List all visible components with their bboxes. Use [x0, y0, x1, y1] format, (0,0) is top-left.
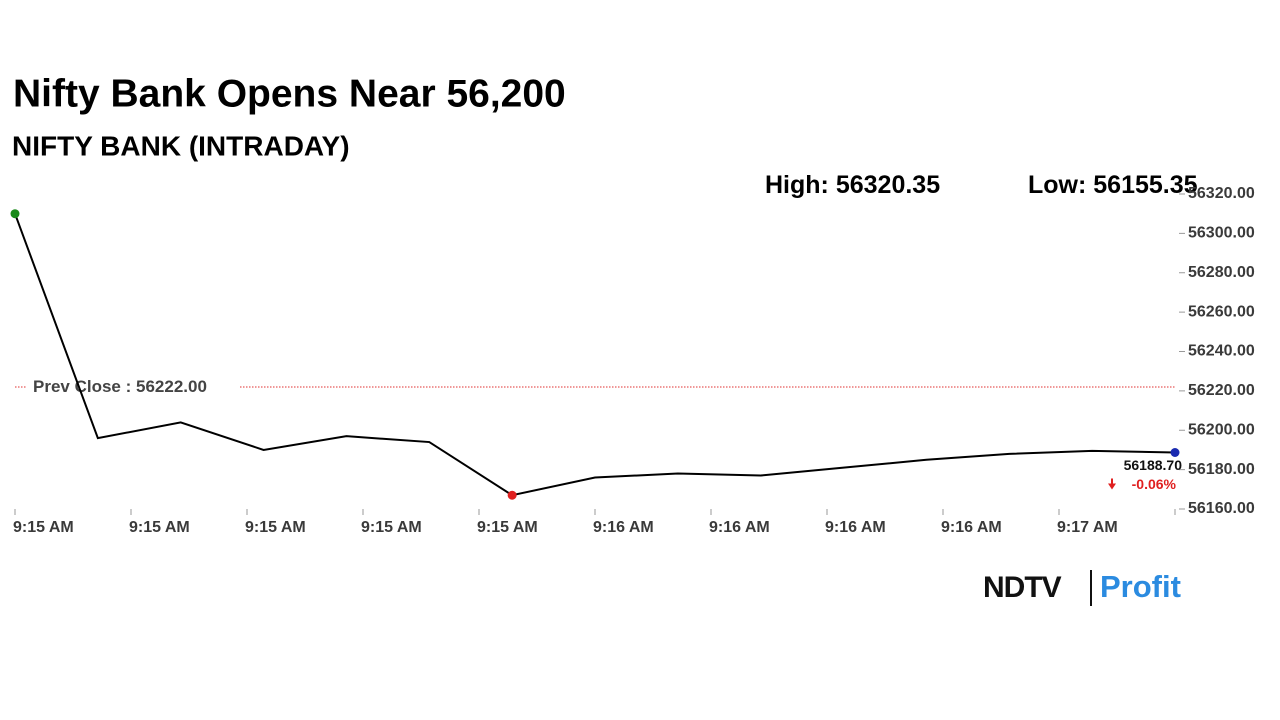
- chart-title: Nifty Bank Opens Near 56,200: [13, 72, 566, 115]
- logo: NDTV Profit: [983, 569, 1181, 606]
- last-value-label: 56188.70: [1124, 457, 1183, 473]
- start-marker: [10, 209, 20, 219]
- high-value: 56320.35: [836, 171, 940, 199]
- y-tick-label: 56200.00: [1188, 421, 1255, 438]
- x-tick-label: 9:15 AM: [477, 519, 538, 536]
- x-tick-label: 9:15 AM: [129, 519, 190, 536]
- y-tick-label: 56300.00: [1188, 225, 1255, 242]
- x-tick-label: 9:15 AM: [245, 519, 306, 536]
- high-label: High:: [765, 171, 829, 199]
- x-tick-label: 9:16 AM: [593, 519, 654, 536]
- prev-close-text: Prev Close :: [33, 377, 131, 396]
- y-tick-label: 56320.00: [1188, 185, 1255, 202]
- y-tick-label: 56280.00: [1188, 264, 1255, 281]
- x-tick-label: 9:16 AM: [709, 519, 770, 536]
- prev-close-value: 56222.00: [136, 377, 207, 396]
- end-marker: [1170, 447, 1180, 457]
- change-label: -0.06%: [1132, 476, 1177, 492]
- low-marker: [507, 490, 517, 500]
- y-tick-label: 56180.00: [1188, 461, 1255, 478]
- chart-subtitle: NIFTY BANK (INTRADAY): [12, 130, 350, 161]
- low-label: Low:: [1028, 171, 1086, 199]
- prev-close-label: Prev Close : 56222.00: [33, 377, 207, 396]
- arrow-head: [1108, 483, 1116, 490]
- change-arrow: [1108, 478, 1116, 490]
- high-stat: High: 56320.35: [765, 171, 940, 199]
- y-tick-label: 56260.00: [1188, 303, 1255, 320]
- prev-close-bg: [26, 375, 240, 398]
- x-tick-label: 9:15 AM: [13, 519, 74, 536]
- low-stat: Low: 56155.35: [1028, 171, 1198, 199]
- x-tick-label: 9:17 AM: [1057, 519, 1118, 536]
- arrow-shaft: [1111, 478, 1113, 485]
- x-tick-label: 9:15 AM: [361, 519, 422, 536]
- logo-brand: NDTV: [983, 571, 1062, 604]
- y-tick-label: 56220.00: [1188, 382, 1255, 399]
- logo-product: Profit: [1100, 569, 1181, 604]
- x-tick-label: 9:16 AM: [941, 519, 1002, 536]
- y-tick-label: 56240.00: [1188, 343, 1255, 360]
- x-tick-label: 9:16 AM: [825, 519, 886, 536]
- price-line: [14, 213, 1176, 497]
- y-tick-label: 56160.00: [1188, 500, 1255, 517]
